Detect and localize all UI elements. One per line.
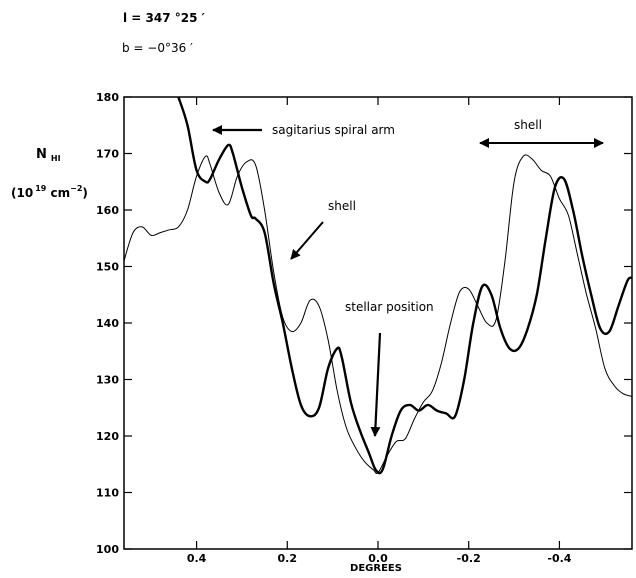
y-tick-label: 140: [96, 317, 119, 330]
annotation-stellar-position: stellar position: [345, 300, 434, 314]
y-tick-label: 130: [96, 374, 119, 387]
y-tick-label: 170: [96, 148, 119, 161]
y-tick-label: 120: [96, 430, 119, 443]
plot-frame: [123, 96, 633, 550]
annotation-shell-right: shell: [514, 118, 542, 132]
x-tick-label: 0.2: [278, 552, 298, 565]
x-tick-label: 0.4: [187, 552, 207, 565]
x-axis-label: DEGREES: [350, 563, 402, 574]
y-axis-unit: (10 19 cm−2): [11, 184, 88, 200]
y-tick-label: 100: [96, 543, 119, 556]
x-tick-label: -0.2: [457, 552, 481, 565]
y-axis-label: N HI: [36, 147, 61, 163]
y-tick-label: 110: [96, 487, 119, 500]
x-tick-label: -0.4: [547, 552, 571, 565]
y-tick-label: 160: [96, 204, 119, 217]
header-b: b = −0°36 ′: [122, 41, 193, 55]
y-tick-label: 180: [96, 91, 119, 104]
y-tick-label: 150: [96, 261, 119, 274]
annotation-spiral-arm: sagitarius spiral arm: [272, 123, 395, 137]
annotation-shell-left: shell: [328, 199, 356, 213]
annotation-arrow-shell-left: [290, 221, 324, 260]
annotation-arrow-stellar: [370, 332, 382, 437]
series-line-thick: [177, 97, 632, 475]
series-line-thin: [124, 154, 632, 475]
x-tick-label: 0.0: [368, 552, 388, 565]
header-l: l = 347 °25 ′: [123, 11, 205, 25]
